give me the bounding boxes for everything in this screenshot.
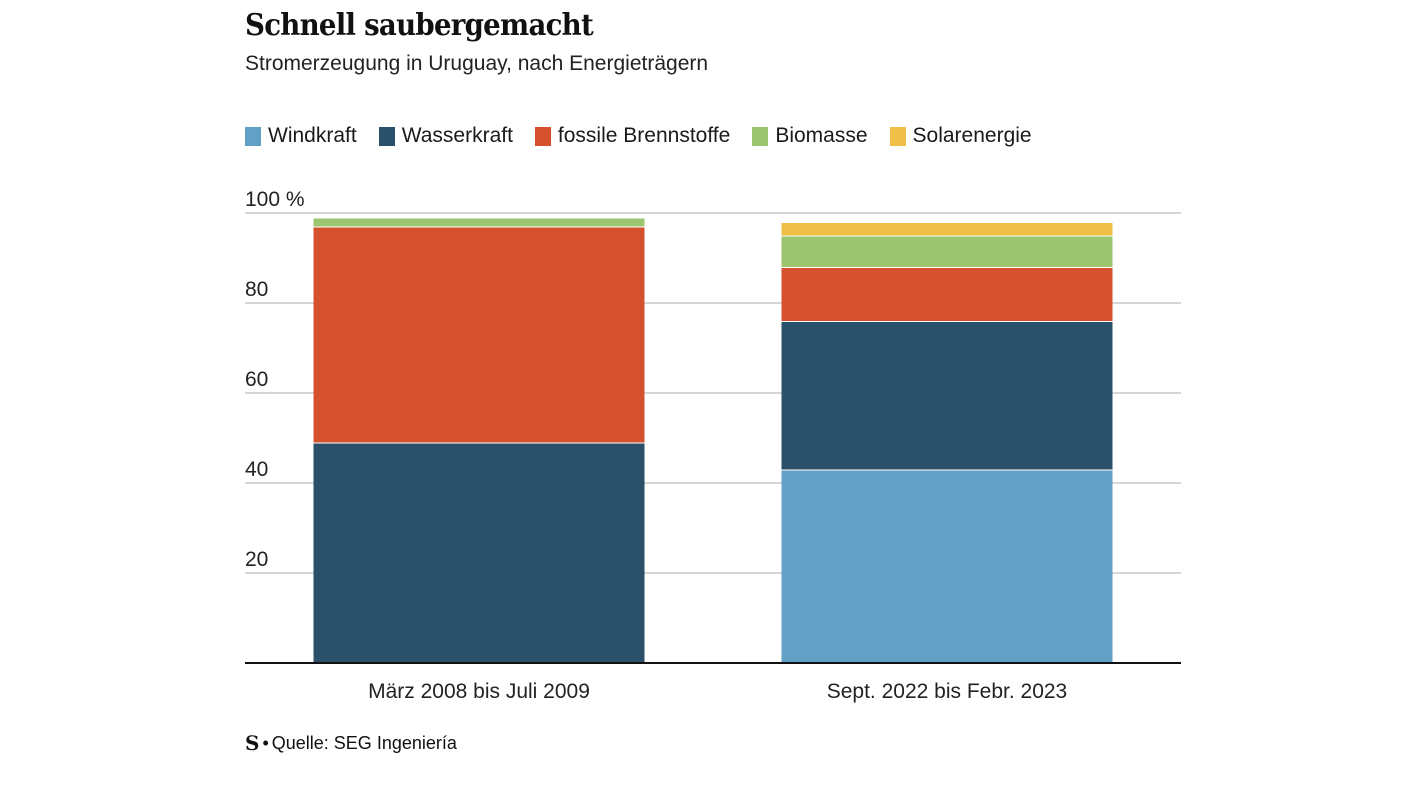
legend-item-biomasse: Biomasse: [752, 124, 868, 148]
legend-swatch-biomasse: [752, 126, 769, 146]
source-text: Quelle: SEG Ingeniería: [271, 732, 457, 753]
legend-item-solarenergie: Solarenergie: [889, 124, 1032, 148]
bar-segment-windkraft-1: [781, 469, 1113, 663]
bar-segment-biomasse-1: [781, 235, 1113, 267]
legend-item-windkraft: Windkraft: [245, 124, 357, 148]
y-tick-label-40: 40: [245, 458, 268, 481]
legend-label-windkraft: Windkraft: [268, 124, 357, 147]
legend-label-biomasse: Biomasse: [775, 124, 868, 147]
bar-segment-fossile-brennstoffe-0: [313, 226, 645, 443]
publisher-logo: S: [245, 731, 260, 755]
bar-segment-wasserkraft-0: [313, 442, 645, 663]
legend-swatch-solarenergie: [889, 126, 906, 146]
x-category-label-0: März 2008 bis Juli 2009: [368, 680, 590, 703]
legend-item-fossile-brennstoffe: fossile Brennstoffe: [534, 124, 731, 148]
x-category-label-1: Sept. 2022 bis Febr. 2023: [827, 680, 1068, 703]
chart-title: Schnell saubergemacht: [245, 8, 594, 43]
y-tick-label-20: 20: [245, 548, 268, 571]
legend-swatch-wasserkraft: [378, 126, 395, 146]
y-tick-label-80: 80: [245, 278, 268, 301]
bar-segment-biomasse-0: [313, 217, 645, 227]
bar-segment-fossile-brennstoffe-1: [781, 267, 1113, 321]
legend-label-fossile-brennstoffe: fossile Brennstoffe: [557, 124, 731, 147]
y-tick-label-100: 100 %: [245, 188, 305, 211]
chart-subtitle: Stromerzeugung in Uruguay, nach Energiet…: [245, 52, 709, 75]
legend-label-solarenergie: Solarenergie: [912, 124, 1032, 147]
bar-segment-wasserkraft-1: [781, 321, 1113, 470]
separator-dot: •: [262, 732, 269, 753]
legend-swatch-fossile-brennstoffe: [534, 126, 551, 146]
legend-swatch-windkraft: [245, 126, 261, 146]
legend-item-wasserkraft: Wasserkraft: [378, 124, 513, 148]
bar-segment-solarenergie-1: [781, 222, 1113, 236]
y-tick-label-60: 60: [245, 368, 268, 391]
legend-label-wasserkraft: Wasserkraft: [401, 124, 513, 147]
legend: Windkraft Wasserkraft fossile Brennstoff…: [245, 124, 1054, 148]
source-line: S • Quelle: SEG Ingeniería: [245, 731, 457, 755]
